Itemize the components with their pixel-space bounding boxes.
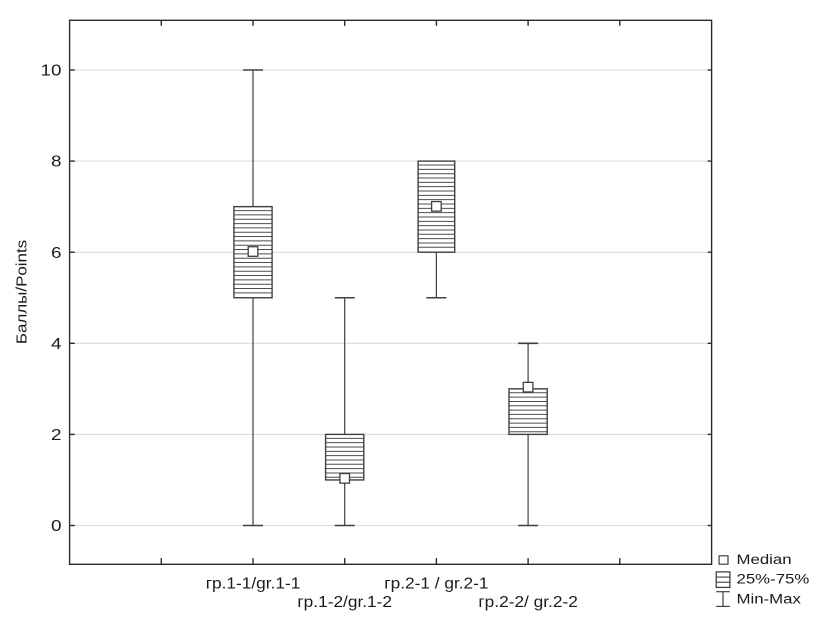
svg-text:10: 10 <box>41 61 62 79</box>
svg-text:8: 8 <box>51 152 62 170</box>
svg-text:Баллы/Points: Баллы/Points <box>14 240 30 344</box>
svg-text:гр.2-2/ gr.2-2: гр.2-2/ gr.2-2 <box>478 592 577 610</box>
svg-text:0: 0 <box>51 516 62 534</box>
svg-text:гр.2-1 / gr.2-1: гр.2-1 / gr.2-1 <box>384 574 488 592</box>
svg-text:Min-Max: Min-Max <box>737 592 802 607</box>
svg-text:2: 2 <box>51 425 62 443</box>
svg-text:25%-75%: 25%-75% <box>737 572 810 587</box>
svg-text:гр.1-2/gr.1-2: гр.1-2/gr.1-2 <box>297 592 392 610</box>
svg-text:4: 4 <box>51 334 62 352</box>
svg-text:Median: Median <box>737 552 792 567</box>
svg-text:гр.1-1/gr.1-1: гр.1-1/gr.1-1 <box>206 574 301 592</box>
svg-text:6: 6 <box>51 243 62 261</box>
